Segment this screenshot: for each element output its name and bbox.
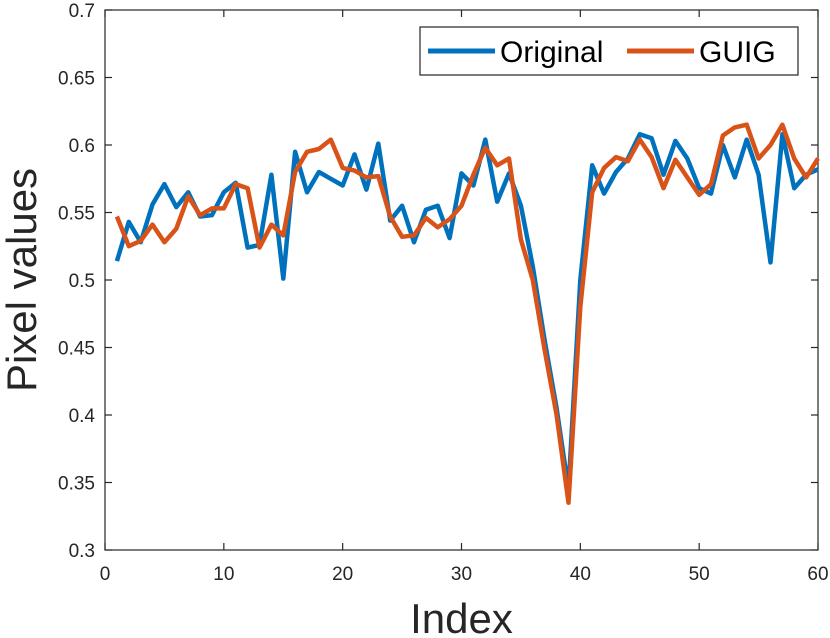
y-tick-label: 0.45: [58, 339, 95, 360]
y-tick-label: 0.4: [69, 406, 96, 427]
x-axis-title: Index: [410, 595, 513, 638]
y-tick-label: 0.55: [58, 204, 95, 225]
y-tick-label: 0.7: [69, 1, 95, 22]
y-tick-label: 0.35: [58, 474, 95, 495]
x-tick-label: 0: [100, 564, 111, 585]
axes: [104, 9, 819, 551]
plot-area-frame: [104, 9, 819, 551]
x-tick-label: 40: [570, 564, 591, 585]
x-tick-label: 20: [332, 564, 353, 585]
x-tick-label: 50: [689, 564, 710, 585]
legend: Original GUIG: [419, 26, 799, 76]
legend-label-guig: GUIG: [699, 36, 776, 69]
series-lines: [114, 122, 820, 505]
tick-labels: 0 10 20 30 40 50 60 0.3 0.35 0.4 0.45 0.5 0.55 0.6 0.6…: [58, 1, 829, 585]
y-tick-label: 0.5: [69, 271, 95, 292]
x-tick-label: 60: [807, 564, 828, 585]
y-tick-label: 0.65: [58, 69, 95, 90]
y-tick-label: 0.6: [69, 136, 95, 157]
series-line-guig: [114, 122, 820, 505]
y-tick-label: 0.3: [69, 541, 95, 562]
legend-label-original: Original: [500, 36, 603, 69]
x-tick-label: 30: [451, 564, 472, 585]
x-tick-label: 10: [213, 564, 234, 585]
y-axis-title: Pixel values: [0, 168, 45, 392]
ticks: [104, 9, 819, 551]
